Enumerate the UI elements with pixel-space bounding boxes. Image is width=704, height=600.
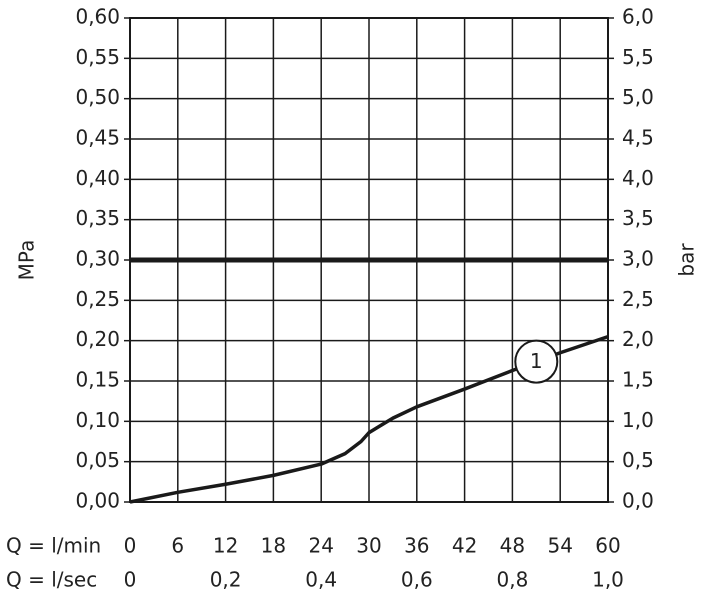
x-tick-label: 18 bbox=[261, 534, 286, 558]
x2-axis-label: Q = l/sec bbox=[6, 568, 97, 592]
curve bbox=[129, 334, 609, 504]
y2-tick-label: 4,0 bbox=[622, 166, 654, 190]
y2-tick-label: 2,5 bbox=[622, 287, 654, 311]
x-tick-label: 24 bbox=[308, 534, 333, 558]
y2-tick-label: 3,5 bbox=[622, 206, 654, 230]
y2-tick-label: 5,5 bbox=[622, 45, 654, 69]
y-tick-label: 0,25 bbox=[75, 287, 120, 311]
y-tick-label: 0,55 bbox=[75, 45, 120, 69]
y-tick-label: 0,45 bbox=[75, 126, 120, 150]
y2-tick-label: 0,0 bbox=[622, 489, 654, 513]
y-tick-label: 0,00 bbox=[75, 489, 120, 513]
y2-tick-label: 4,5 bbox=[622, 126, 654, 150]
y-tick-label: 0,35 bbox=[75, 206, 120, 230]
x-tick-label: 54 bbox=[547, 534, 572, 558]
x-axis-label: Q = l/min bbox=[6, 534, 101, 558]
y2-tick-label: 0,5 bbox=[622, 448, 654, 472]
y-tick-label: 0,20 bbox=[75, 327, 120, 351]
x-tick-label: 30 bbox=[356, 534, 381, 558]
y2-axis-label: bar bbox=[675, 243, 699, 277]
x2-tick-label: 0,4 bbox=[305, 568, 337, 592]
y2-tick-label: 6,0 bbox=[622, 5, 654, 29]
y2-tick-label: 3,0 bbox=[622, 247, 654, 271]
y-tick-label: 0,60 bbox=[75, 5, 120, 29]
y-tick-label: 0,15 bbox=[75, 368, 120, 392]
x-tick-label: 60 bbox=[595, 534, 620, 558]
y-tick-label: 0,05 bbox=[75, 448, 120, 472]
y2-tick-label: 2,0 bbox=[622, 327, 654, 351]
y-tick-label: 0,50 bbox=[75, 85, 120, 109]
y2-tick-label: 1,5 bbox=[622, 368, 654, 392]
curve-marker bbox=[514, 339, 559, 384]
x-tick-label: 6 bbox=[171, 534, 184, 558]
x-tick-label: 0 bbox=[124, 534, 137, 558]
x2-tick-label: 0,6 bbox=[401, 568, 433, 592]
x-tick-label: 42 bbox=[452, 534, 477, 558]
y-axis-label: MPa bbox=[15, 240, 39, 281]
curve-label: 1 bbox=[530, 349, 543, 373]
x-tick-label: 12 bbox=[213, 534, 238, 558]
y-tick-label: 0,10 bbox=[75, 408, 120, 432]
x2-tick-label: 0,2 bbox=[210, 568, 242, 592]
x2-tick-label: 0,8 bbox=[496, 568, 528, 592]
x2-tick-label: 0 bbox=[124, 568, 137, 592]
y2-tick-label: 5,0 bbox=[622, 85, 654, 109]
y2-tick-label: 1,0 bbox=[622, 408, 654, 432]
y-tick-label: 0,40 bbox=[75, 166, 120, 190]
x2-tick-label: 1,0 bbox=[592, 568, 624, 592]
x-tick-label: 36 bbox=[404, 534, 429, 558]
x-tick-label: 48 bbox=[500, 534, 525, 558]
y-tick-label: 0,30 bbox=[75, 247, 120, 271]
